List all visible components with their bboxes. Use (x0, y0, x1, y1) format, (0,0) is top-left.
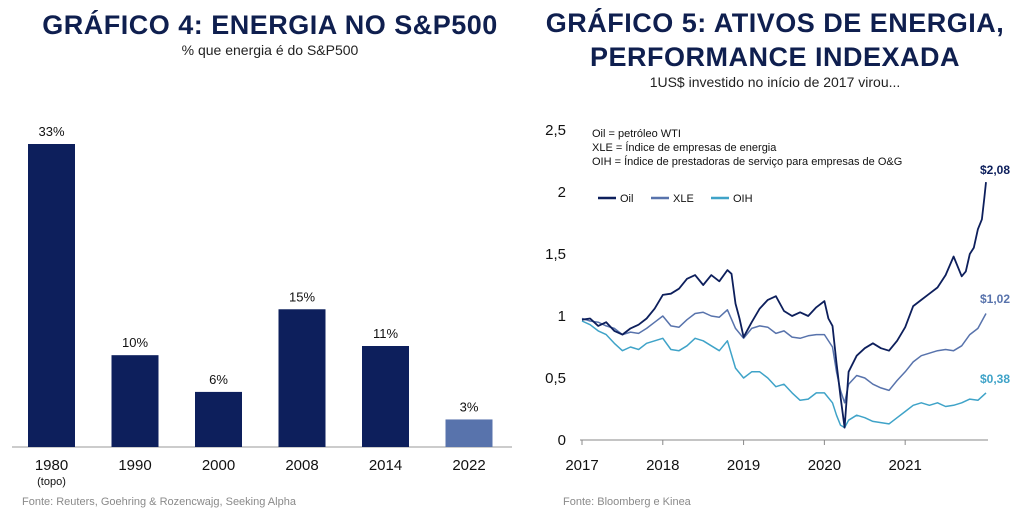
series-line-oih (581, 320, 987, 429)
data-label-1980: 33% (38, 124, 64, 139)
x-tick-label-2020: 2020 (808, 457, 841, 474)
data-label-2014: 11% (373, 326, 398, 341)
note-0: Oil = petróleo WTI (592, 128, 681, 140)
bar-2014 (362, 346, 409, 447)
bar-2022 (445, 419, 493, 447)
data-label-2008: 15% (289, 289, 315, 304)
x-tick-label-2019: 2019 (727, 457, 760, 474)
left-chart-source: Fonte: Reuters, Goehring & Rozencwajg, S… (22, 496, 296, 508)
x-tick-label-2000: 2000 (202, 457, 235, 474)
left-bar-chart: 33% 1980 (topo) 10% 1990 6% 2000 15% 2008 11% 2014… (12, 124, 512, 488)
data-label-1990: 10% (122, 335, 148, 350)
x-tick-label-2008: 2008 (285, 457, 318, 474)
y-tick-label-4: 2 (558, 184, 566, 201)
x-tick-label-2022: 2022 (452, 457, 485, 474)
legend-label-oih: OIH (733, 193, 753, 205)
note-2: OIH = Índice de prestadoras de serviço p… (592, 155, 902, 168)
bar-2000 (195, 391, 242, 447)
y-tick-label-2: 1 (558, 308, 566, 325)
series-line-xle (581, 309, 987, 404)
legend-label-xle: XLE (673, 193, 694, 205)
data-label-2000: 6% (209, 372, 228, 387)
bar-2008 (278, 309, 326, 447)
end-label-oih: $0,38 (980, 372, 1010, 386)
end-label-xle: $1,02 (980, 292, 1010, 306)
data-label-2022: 3% (460, 399, 479, 414)
x-tick-sublabel-1980: (topo) (37, 476, 66, 488)
series-line-oil (581, 182, 987, 429)
right-chart-subtitle: 1US$ investido no início de 2017 virou..… (649, 74, 901, 90)
right-chart-title-line2: PERFORMANCE INDEXADA (589, 42, 961, 72)
y-tick-label-0: 0 (558, 432, 566, 449)
y-tick-label-5: 2,5 (545, 122, 566, 139)
note-1: XLE = Índice de empresas de energia (592, 141, 777, 154)
y-tick-label-3: 1,5 (545, 246, 566, 263)
x-tick-label-1990: 1990 (118, 457, 151, 474)
left-chart-subtitle: % que energia é do S&P500 (181, 42, 359, 58)
y-tick-label-1: 0,5 (545, 370, 566, 387)
right-chart-source: Fonte: Bloomberg e Kinea (563, 496, 691, 508)
x-tick-label-1980: 1980 (35, 457, 68, 474)
x-tick-label-2014: 2014 (369, 457, 402, 474)
end-label-oil: $2,08 (980, 163, 1010, 177)
x-tick-label-2021: 2021 (888, 457, 921, 474)
left-chart-title: GRÁFICO 4: ENERGIA NO S&P500 (42, 10, 498, 40)
x-tick-label-2017: 2017 (565, 457, 598, 474)
x-tick-label-2018: 2018 (646, 457, 679, 474)
right-chart-title-line1: GRÁFICO 5: ATIVOS DE ENERGIA, (545, 8, 1005, 38)
legend-label-oil: Oil (620, 193, 633, 205)
bar-1980 (28, 144, 75, 447)
bar-1990 (111, 355, 159, 447)
